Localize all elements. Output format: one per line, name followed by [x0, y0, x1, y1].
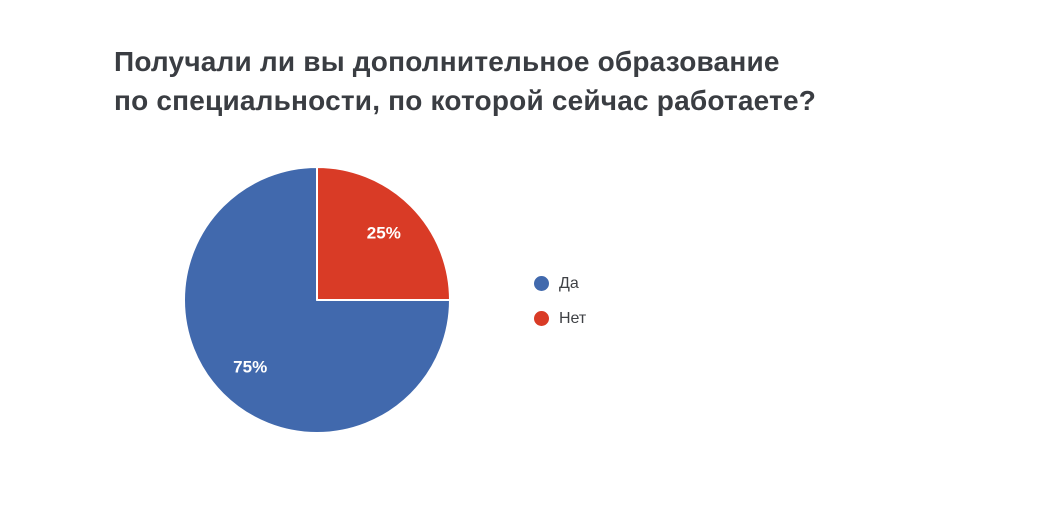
- chart-title-line1: Получали ли вы дополнительное образовани…: [114, 46, 780, 77]
- legend: Да Нет: [534, 274, 586, 328]
- legend-label-yes: Да: [559, 275, 579, 292]
- legend-label-no: Нет: [559, 310, 587, 327]
- chart-title: Получали ли вы дополнительное образовани…: [114, 42, 816, 120]
- pie-data-label: 25%: [367, 224, 401, 243]
- legend-item-no: Нет: [534, 309, 586, 328]
- pie-slice-Нет: [316, 166, 451, 301]
- legend-swatch-yes-icon: [534, 276, 549, 291]
- pie-chart: 75% 25%: [183, 166, 451, 434]
- legend-swatch-no-icon: [534, 311, 549, 326]
- legend-item-yes: Да: [534, 274, 586, 293]
- pie-data-label: 75%: [233, 357, 267, 376]
- chart-title-line2: по специальности, по которой сейчас рабо…: [114, 85, 817, 116]
